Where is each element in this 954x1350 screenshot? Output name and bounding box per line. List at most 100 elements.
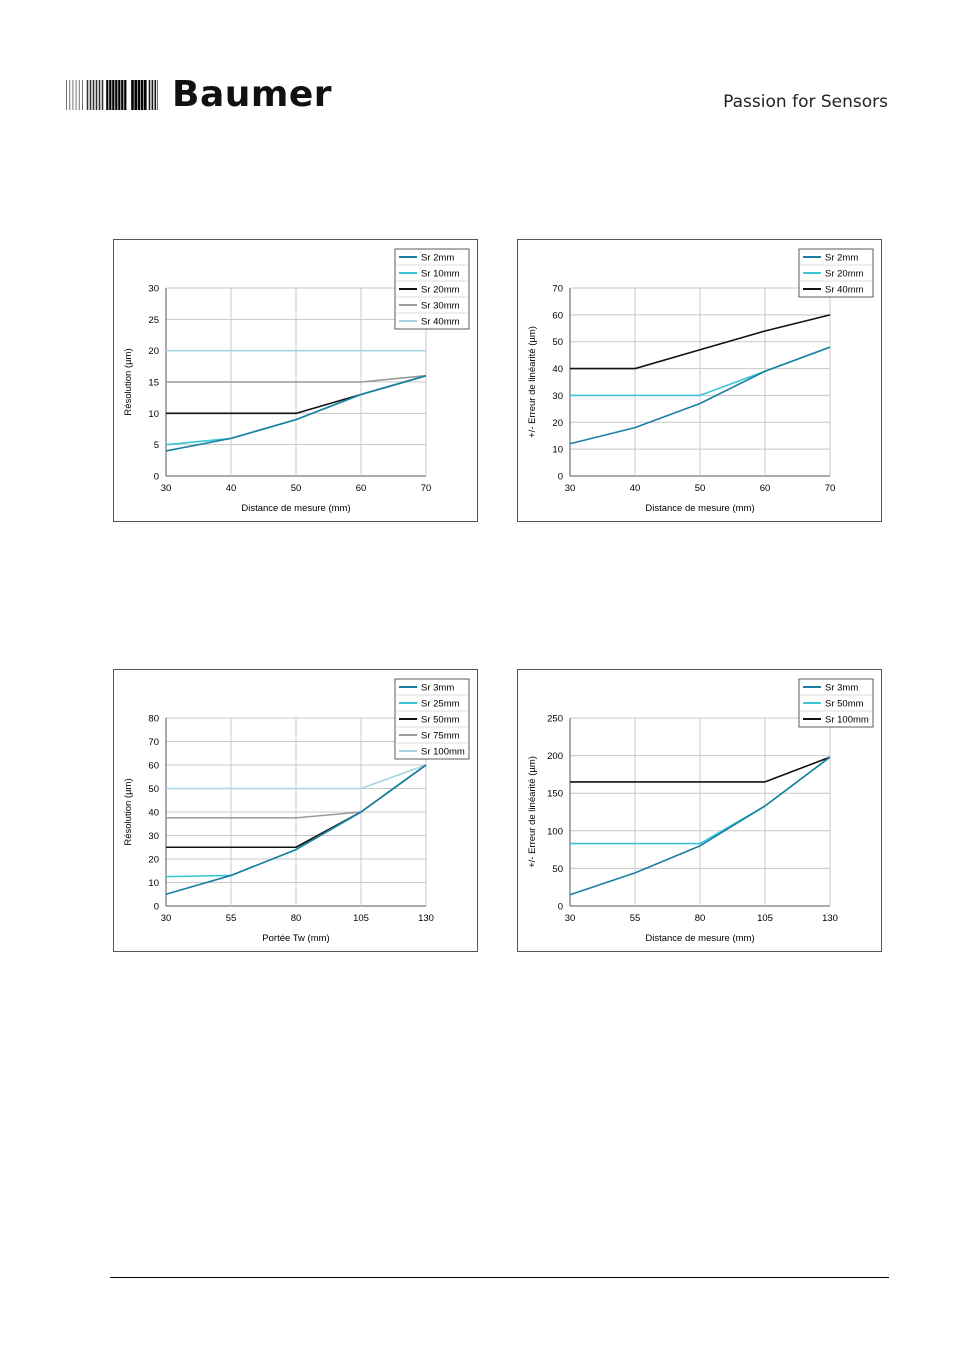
logo-stripe	[148, 80, 151, 110]
series-line-sr-40mm	[570, 314, 831, 370]
resolution-chart-small-range: 0 5 10 15 20 25 30 30 40 50 60 70 Distance de mesure…	[113, 239, 478, 522]
y-tick-label: 0	[154, 902, 159, 913]
x-tick-label: 130	[418, 913, 434, 924]
x-axis-label: Distance de mesure (mm)	[241, 503, 350, 514]
logo-stripe	[118, 80, 121, 110]
x-tick-label: 70	[421, 483, 432, 494]
logo-stripe	[66, 80, 67, 110]
logo-stripe	[157, 80, 158, 110]
chart-svg: 0 10 20 30 40 50 60 70 30 40 50 60 70 Distance de mes…	[527, 248, 874, 514]
y-tick-label: 150	[547, 789, 563, 800]
logo-stripe	[131, 80, 134, 110]
logo-stripe	[134, 80, 137, 110]
logo-stripe	[137, 80, 141, 110]
y-axis-label: +/- Erreur de linéarité (µm)	[527, 756, 538, 868]
logo-stripe	[92, 80, 95, 110]
logo-stripe	[124, 80, 127, 110]
baumer-dot-grid-logo-icon	[66, 80, 158, 110]
x-tick-label: 30	[565, 913, 576, 924]
legend-label: Sr 75mm	[421, 731, 460, 742]
logo-stripe	[154, 80, 157, 110]
y-tick-label: 200	[547, 751, 563, 762]
legend-label: Sr 10mm	[421, 269, 460, 280]
x-tick-label: 55	[630, 913, 641, 924]
x-tick-label: 80	[291, 913, 302, 924]
series-line-sr-3mm	[569, 756, 831, 896]
linearity-chart-small-range: 0 10 20 30 40 50 60 70 30 40 50 60 70 Distance de mes…	[517, 239, 882, 522]
x-tick-label: 50	[695, 483, 706, 494]
y-tick-label: 40	[552, 364, 563, 375]
x-tick-label: 50	[291, 483, 302, 494]
series-line-sr-30mm	[166, 374, 427, 383]
legend-label: Sr 40mm	[421, 317, 460, 328]
x-tick-label: 80	[695, 913, 706, 924]
y-tick-label: 0	[558, 902, 563, 913]
y-axis-label: +/- Erreur de linéarité (µm)	[527, 326, 538, 438]
x-tick-label: 55	[226, 913, 237, 924]
chart-svg: 0 50 100 150 200 250 30 55 80 105 130 Distance de m…	[527, 678, 874, 944]
chart-svg: 0 10 20 30 40 50 60 70 80 30 55 80 105 130 Portée Tw (…	[123, 678, 470, 944]
x-tick-label: 40	[226, 483, 237, 494]
y-tick-label: 80	[148, 714, 159, 725]
series-line-sr-100mm	[166, 764, 427, 790]
legend-label: Sr 25mm	[421, 699, 460, 710]
y-tick-label: 15	[148, 378, 159, 389]
resolution-chart-large-range: 0 10 20 30 40 50 60 70 80 30 55 80 105 130 Portée Tw (…	[113, 669, 478, 952]
x-axis-label: Distance de mesure (mm)	[645, 503, 754, 514]
x-tick-label: 30	[565, 483, 576, 494]
y-tick-label: 50	[552, 337, 563, 348]
logo-stripe	[72, 80, 74, 110]
legend-label: Sr 3mm	[421, 683, 454, 694]
x-tick-label: 40	[630, 483, 641, 494]
x-tick-label: 30	[161, 483, 172, 494]
series-line-sr-2mm	[569, 346, 831, 445]
y-tick-label: 60	[552, 310, 563, 321]
series-line-sr-3mm	[165, 764, 427, 896]
logo-stripe	[144, 80, 147, 110]
logo-stripe	[101, 80, 104, 110]
legend-label: Sr 2mm	[421, 253, 454, 264]
logo-stripe	[82, 80, 83, 110]
y-axis-label: Résolution (µm)	[123, 348, 134, 415]
logo-stripe	[95, 80, 98, 110]
legend-label: Sr 50mm	[825, 699, 864, 710]
y-axis-label: Résolution (µm)	[123, 778, 134, 845]
legend-label: Sr 20mm	[421, 285, 460, 296]
chart-svg: 0 5 10 15 20 25 30 30 40 50 60 70 Distance de mesure…	[123, 248, 470, 514]
legend-label: Sr 3mm	[825, 683, 858, 694]
linearity-chart-large-range: 0 50 100 150 200 250 30 55 80 105 130 Distance de m…	[517, 669, 882, 952]
legend-label: Sr 40mm	[825, 285, 864, 296]
x-tick-label: 105	[353, 913, 369, 924]
logo-stripe	[121, 80, 124, 110]
legend-label: Sr 2mm	[825, 253, 858, 264]
y-tick-label: 20	[552, 418, 563, 429]
y-tick-label: 10	[148, 878, 159, 889]
legend-label: Sr 20mm	[825, 269, 864, 280]
logo-stripe	[151, 80, 154, 110]
logo-stripe	[69, 80, 71, 110]
y-tick-label: 0	[558, 472, 563, 483]
y-tick-label: 100	[547, 826, 563, 837]
y-tick-label: 10	[552, 445, 563, 456]
legend-label: Sr 100mm	[421, 747, 465, 758]
y-tick-label: 250	[547, 714, 563, 725]
y-tick-label: 10	[148, 409, 159, 420]
y-tick-label: 0	[154, 472, 159, 483]
y-tick-label: 50	[148, 784, 159, 795]
logo-stripe	[98, 80, 101, 110]
brand-name: Baumer	[172, 74, 333, 115]
y-tick-label: 40	[148, 808, 159, 819]
series-line-sr-100mm	[570, 756, 831, 783]
x-tick-label: 60	[760, 483, 771, 494]
x-tick-label: 70	[825, 483, 836, 494]
logo-stripe	[75, 80, 77, 110]
y-tick-label: 70	[552, 284, 563, 295]
logo-stripe	[109, 80, 112, 110]
y-tick-label: 5	[154, 440, 159, 451]
y-tick-label: 30	[552, 391, 563, 402]
y-tick-label: 20	[148, 346, 159, 357]
y-tick-label: 20	[148, 855, 159, 866]
logo-stripe	[89, 80, 92, 110]
legend-label: Sr 100mm	[825, 715, 869, 726]
x-tick-label: 130	[822, 913, 838, 924]
